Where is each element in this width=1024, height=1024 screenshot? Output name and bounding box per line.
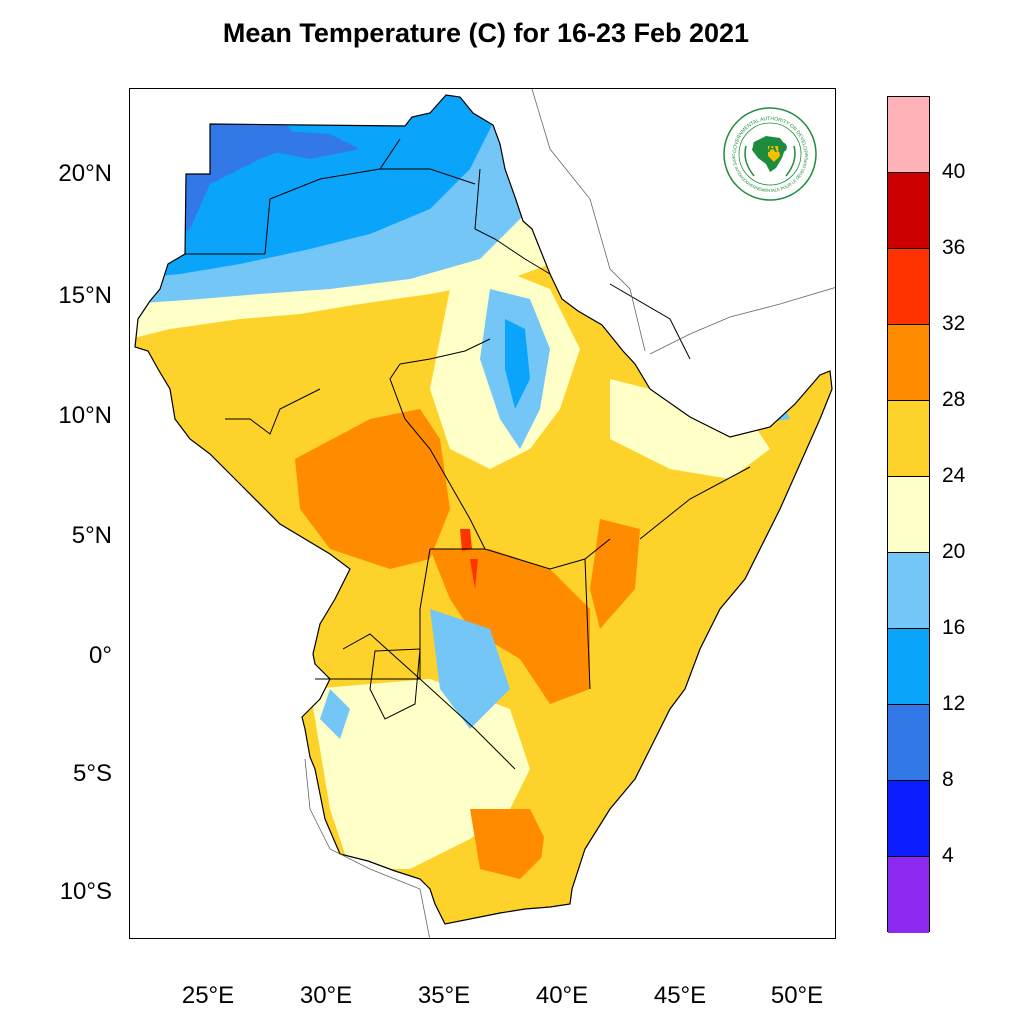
colorbar-label: 36 xyxy=(942,236,966,259)
colorbar-label: 32 xyxy=(942,312,966,335)
logo-center-text: IGAD xyxy=(753,139,788,155)
colorbar-segment xyxy=(888,97,929,173)
lat-label-10s: 10°S xyxy=(59,878,112,905)
colorbar-label: 4 xyxy=(942,844,954,867)
colorbar-segment xyxy=(888,249,929,325)
colorbar-label: 40 xyxy=(942,160,966,183)
lat-label-20n: 20°N xyxy=(58,160,112,187)
colorbar-label: 12 xyxy=(942,692,966,715)
lat-label-5s: 5°S xyxy=(73,760,112,787)
lon-label-45e: 45°E xyxy=(653,982,707,1009)
colorbar-segment xyxy=(888,629,929,705)
colorbar-label: 16 xyxy=(942,616,966,639)
lon-label-25e: 25°E xyxy=(181,982,235,1009)
map-plot-area xyxy=(129,88,836,939)
colorbar-label: 8 xyxy=(942,768,954,791)
colorbar-label: 20 xyxy=(942,540,966,563)
lon-label-30e: 30°E xyxy=(299,982,353,1009)
lat-label-10n: 10°N xyxy=(58,402,112,429)
colorbar-segment xyxy=(888,553,929,629)
lon-label-35e: 35°E xyxy=(417,982,471,1009)
map-title: Mean Temperature (C) for 16-23 Feb 2021 xyxy=(222,18,750,48)
igad-logo-icon: INTERGOVERNMENTAL AUTHORITY ON DEVELOPME… xyxy=(722,106,817,201)
colorbar-label: 24 xyxy=(942,464,966,487)
colorbar-segment xyxy=(888,477,929,553)
colorbar-segment xyxy=(888,857,929,933)
lat-label-5n: 5°N xyxy=(71,522,112,549)
colorbar-label: 28 xyxy=(942,388,966,411)
temperature-colorbar xyxy=(887,96,930,933)
colorbar-segment xyxy=(888,401,929,477)
colorbar-segment xyxy=(888,705,929,781)
temperature-map xyxy=(134,89,835,938)
lon-label-40e: 40°E xyxy=(535,982,589,1009)
colorbar-segment xyxy=(888,325,929,401)
lat-label-15n: 15°N xyxy=(58,282,112,309)
colorbar-segment xyxy=(888,781,929,857)
lon-label-50e: 50°E xyxy=(770,982,824,1009)
lat-label-0: 0° xyxy=(89,642,112,669)
colorbar-segment xyxy=(888,173,929,249)
